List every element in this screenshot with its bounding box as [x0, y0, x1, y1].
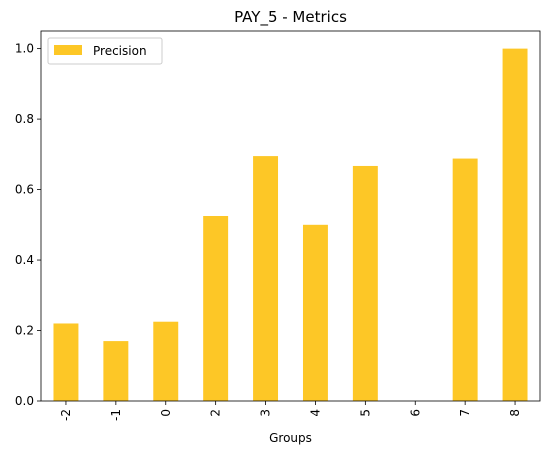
y-tick-label: 0.8	[15, 112, 34, 126]
y-tick-label: 1.0	[15, 42, 34, 56]
bar--1	[103, 341, 129, 401]
legend-label: Precision	[93, 44, 147, 58]
x-tick-label: 0	[159, 409, 173, 417]
x-ticks: -2 -1 0 2 3 4 5 6 7 8	[59, 401, 522, 421]
chart-title: PAY_5 - Metrics	[234, 8, 347, 27]
legend-frame	[47, 37, 163, 65]
bar-0	[153, 321, 179, 401]
x-tick-label: 2	[209, 409, 223, 417]
x-tick-label: 7	[458, 409, 472, 417]
x-tick-label: 3	[259, 409, 273, 417]
x-tick-label: -1	[109, 409, 123, 421]
y-ticks: 0.0 0.2 0.4 0.6 0.8 1.0	[15, 42, 41, 408]
bar-2	[203, 216, 229, 401]
bar-5	[352, 165, 378, 401]
y-tick-label: 0.4	[15, 253, 34, 267]
y-tick-label: 0.2	[15, 324, 34, 338]
bars-layer	[53, 48, 528, 401]
bar--2	[53, 323, 79, 401]
bar-8	[502, 48, 528, 401]
x-tick-label: 4	[308, 409, 322, 417]
legend: Precision	[47, 37, 163, 65]
x-tick-label: 5	[358, 409, 372, 417]
y-tick-label: 0.6	[15, 183, 34, 197]
bar-3	[253, 156, 279, 401]
y-tick-label: 0.0	[15, 394, 34, 408]
bar-4	[302, 224, 328, 401]
x-tick-label: 8	[508, 409, 522, 417]
legend-swatch	[54, 45, 82, 55]
plot-frame	[40, 30, 541, 402]
axes-layer	[40, 30, 541, 402]
x-tick-label: -2	[59, 409, 73, 421]
bar-7	[452, 158, 478, 401]
x-axis-label: Groups	[269, 431, 312, 445]
x-tick-label: 6	[408, 409, 422, 417]
